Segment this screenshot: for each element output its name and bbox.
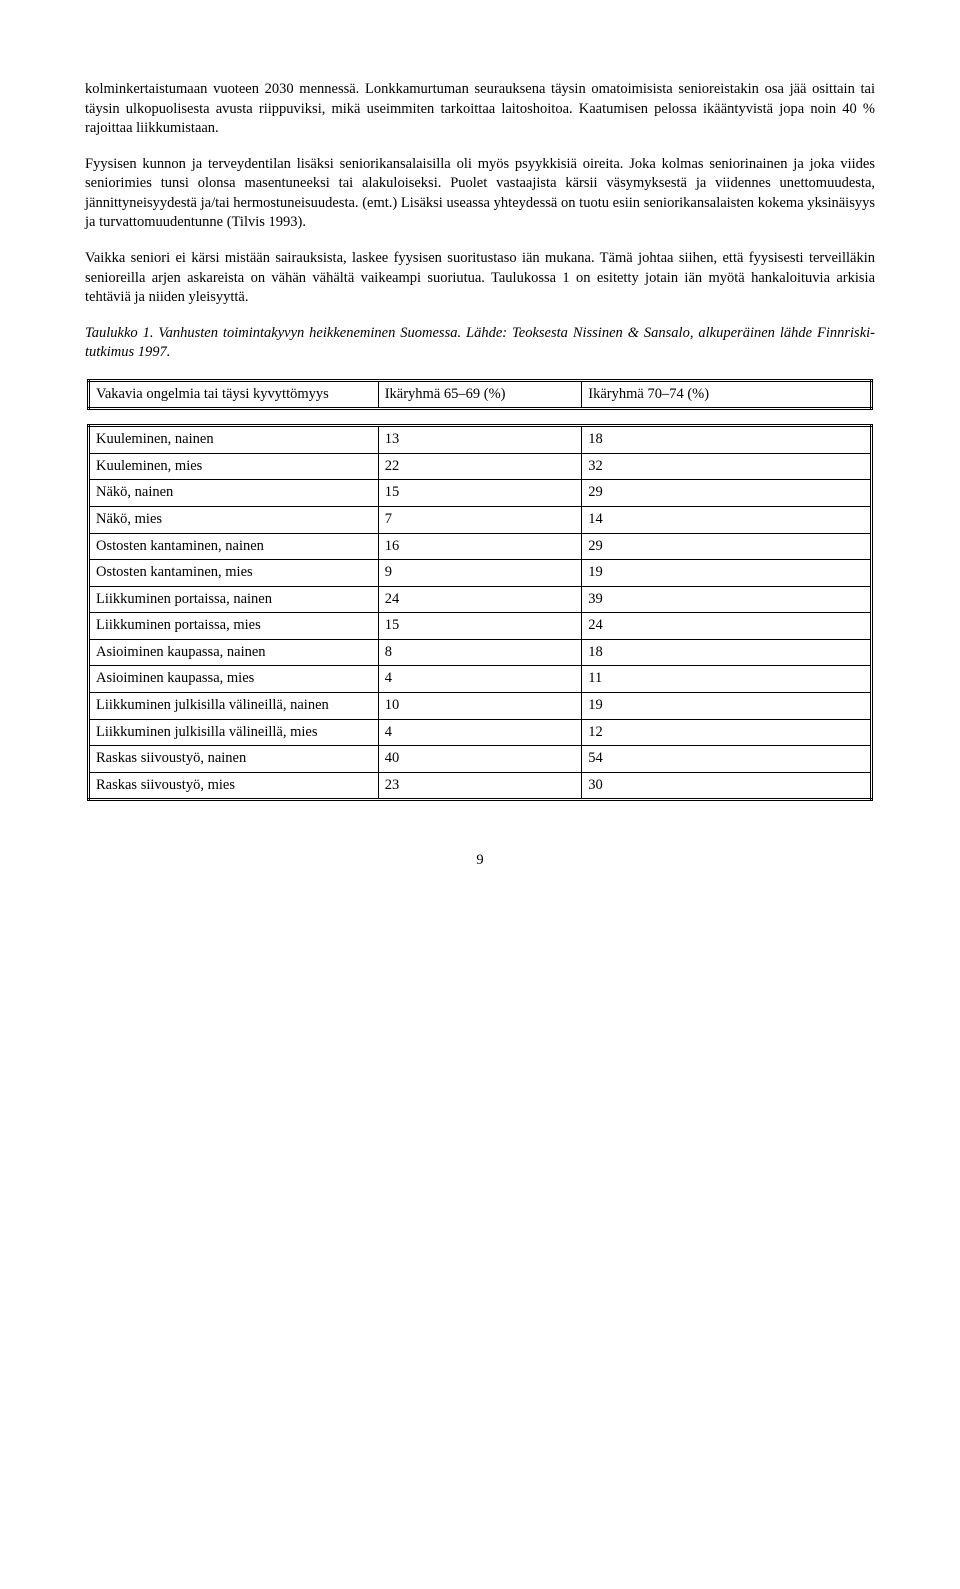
row-value-1: 9 [378,560,582,587]
data-table: Vakavia ongelmia tai täysi kyvyttömyys I… [87,379,873,411]
page-number: 9 [85,851,875,871]
row-value-2: 18 [582,639,872,666]
row-value-2: 14 [582,507,872,534]
row-label: Raskas siivoustyö, mies [89,772,379,800]
row-label: Raskas siivoustyö, nainen [89,746,379,773]
row-value-2: 54 [582,746,872,773]
row-value-1: 16 [378,533,582,560]
row-value-1: 13 [378,426,582,454]
table-row: Raskas siivoustyö, mies2330 [89,772,872,800]
row-value-2: 19 [582,560,872,587]
header-cell: Ikäryhmä 65–69 (%) [378,380,582,409]
row-value-1: 24 [378,586,582,613]
row-label: Ostosten kantaminen, mies [89,560,379,587]
row-value-2: 11 [582,666,872,693]
row-label: Kuuleminen, nainen [89,426,379,454]
table-row: Liikkuminen julkisilla välineillä, mies4… [89,719,872,746]
table-row: Näkö, mies714 [89,507,872,534]
row-label: Näkö, mies [89,507,379,534]
row-value-2: 12 [582,719,872,746]
row-value-2: 39 [582,586,872,613]
table-row: Raskas siivoustyö, nainen4054 [89,746,872,773]
table-row: Liikkuminen portaissa, nainen2439 [89,586,872,613]
row-label: Liikkuminen portaissa, nainen [89,586,379,613]
row-value-1: 15 [378,480,582,507]
table-row: Ostosten kantaminen, mies919 [89,560,872,587]
row-value-2: 18 [582,426,872,454]
row-value-2: 24 [582,613,872,640]
row-value-1: 10 [378,692,582,719]
row-label: Asioiminen kaupassa, mies [89,666,379,693]
table-row: Näkö, nainen1529 [89,480,872,507]
row-label: Ostosten kantaminen, nainen [89,533,379,560]
table-caption: Taulukko 1. Vanhusten toimintakyvyn heik… [85,324,875,363]
paragraph-2: Fyysisen kunnon ja terveydentilan lisäks… [85,155,875,233]
row-value-1: 15 [378,613,582,640]
row-label: Liikkuminen julkisilla välineillä, mies [89,719,379,746]
table-row: Liikkuminen portaissa, mies1524 [89,613,872,640]
row-value-1: 8 [378,639,582,666]
row-value-1: 7 [378,507,582,534]
row-value-1: 4 [378,719,582,746]
table-row: Asioiminen kaupassa, mies411 [89,666,872,693]
row-value-2: 29 [582,480,872,507]
row-value-2: 30 [582,772,872,800]
data-rows-table: Kuuleminen, nainen1318Kuuleminen, mies22… [87,424,873,801]
row-label: Näkö, nainen [89,480,379,507]
row-value-1: 23 [378,772,582,800]
table-row: Kuuleminen, nainen1318 [89,426,872,454]
row-value-1: 40 [378,746,582,773]
row-value-2: 29 [582,533,872,560]
row-label: Liikkuminen portaissa, mies [89,613,379,640]
header-cell: Ikäryhmä 70–74 (%) [582,380,872,409]
header-cell: Vakavia ongelmia tai täysi kyvyttömyys [89,380,379,409]
row-value-1: 22 [378,453,582,480]
row-label: Asioiminen kaupassa, nainen [89,639,379,666]
table-row: Kuuleminen, mies2232 [89,453,872,480]
row-label: Kuuleminen, mies [89,453,379,480]
row-value-2: 32 [582,453,872,480]
paragraph-1: kolminkertaistumaan vuoteen 2030 menness… [85,80,875,139]
table-row: Liikkuminen julkisilla välineillä, naine… [89,692,872,719]
table-row: Asioiminen kaupassa, nainen818 [89,639,872,666]
paragraph-3: Vaikka seniori ei kärsi mistään sairauks… [85,249,875,308]
table-container: Vakavia ongelmia tai täysi kyvyttömyys I… [85,379,875,801]
row-value-1: 4 [378,666,582,693]
row-value-2: 19 [582,692,872,719]
table-row: Ostosten kantaminen, nainen1629 [89,533,872,560]
table-header-row: Vakavia ongelmia tai täysi kyvyttömyys I… [89,380,872,409]
row-label: Liikkuminen julkisilla välineillä, naine… [89,692,379,719]
